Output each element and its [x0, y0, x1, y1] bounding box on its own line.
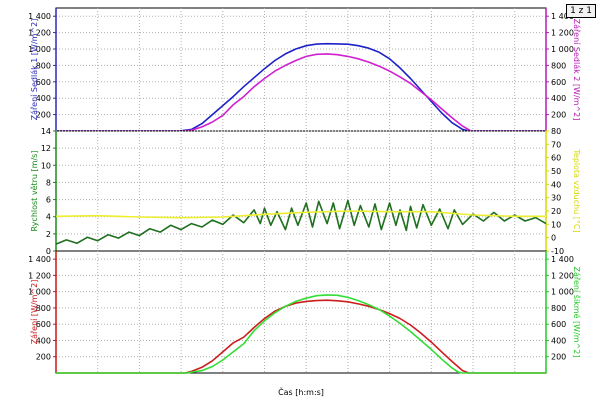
right-tick-label: 800: [551, 304, 566, 313]
left-tick-label: 12: [41, 144, 51, 153]
left-tick-label: 600: [36, 78, 51, 87]
left-tick-label: 1 200: [28, 29, 51, 38]
left-axis-title: Záření [W/m^2]: [30, 280, 39, 345]
right-tick-label: 60: [551, 154, 561, 163]
right-tick-label: -10: [551, 247, 564, 256]
right-tick-label: 1 400: [551, 12, 574, 21]
right-tick-label: 10: [551, 220, 561, 229]
right-axis-title: Teplota vzduchu [°C]: [572, 148, 581, 232]
left-tick-label: 1 400: [28, 255, 51, 264]
right-tick-label: 1 000: [551, 45, 574, 54]
left-tick-label: 1 000: [28, 288, 51, 297]
right-tick-label: 1 000: [551, 288, 574, 297]
left-tick-label: 1 200: [28, 271, 51, 280]
left-tick-label: 4: [46, 213, 51, 222]
series-line-1-1: [56, 42, 546, 132]
series-line-1-2: [56, 53, 546, 132]
right-tick-label: 30: [551, 194, 561, 203]
series-line-3-1: [56, 299, 546, 374]
page-indicator-badge: 1 z 1: [566, 4, 596, 18]
right-tick-label: 1 400: [551, 255, 574, 264]
right-tick-label: 600: [551, 78, 566, 87]
left-axis-title: Rychlost větru [m/s]: [30, 151, 39, 232]
right-tick-label: 400: [551, 336, 566, 345]
right-axis-title: Záření Sedlák 2 [W/m^2]: [572, 19, 581, 121]
left-tick-label: 600: [36, 320, 51, 329]
right-tick-label: 0: [551, 234, 556, 243]
left-tick-label: 1 000: [28, 45, 51, 54]
left-axis-title: Záření Sedlák 1 [W/m^2]: [30, 19, 39, 121]
right-tick-label: 600: [551, 320, 566, 329]
left-tick-label: 200: [36, 111, 51, 120]
left-tick-label: 800: [36, 61, 51, 70]
right-tick-label: 200: [551, 353, 566, 362]
series-line-2-2: [55, 210, 546, 219]
left-tick-label: 6: [46, 196, 51, 205]
left-tick-label: 10: [41, 161, 51, 170]
series-line-3-2: [56, 294, 546, 374]
plot-area-panel-3: [55, 250, 547, 374]
left-tick-label: 2: [46, 230, 51, 239]
left-tick-label: 8: [46, 178, 51, 187]
x-axis-title: Čas [h:m:s]: [278, 386, 324, 397]
right-tick-label: 1 200: [551, 29, 574, 38]
left-tick-label: 400: [36, 94, 51, 103]
series-line-2-1: [55, 199, 547, 245]
right-tick-label: 40: [551, 180, 561, 189]
left-tick-label: 0: [46, 247, 51, 256]
right-tick-label: 400: [551, 94, 566, 103]
left-tick-label: 14: [41, 127, 51, 136]
left-tick-label: 200: [36, 353, 51, 362]
right-tick-label: 800: [551, 61, 566, 70]
right-tick-label: 200: [551, 111, 566, 120]
right-tick-label: 50: [551, 167, 561, 176]
right-tick-label: 70: [551, 140, 561, 149]
left-tick-label: 800: [36, 304, 51, 313]
left-tick-label: 1 400: [28, 12, 51, 21]
right-tick-label: 80: [551, 127, 561, 136]
right-tick-label: 20: [551, 207, 561, 216]
plot-area-panel-1: [55, 7, 547, 132]
right-axis-title: Záření šikmé [W/m^2]: [572, 267, 582, 358]
right-tick-label: 1 200: [551, 271, 574, 280]
left-tick-label: 400: [36, 336, 51, 345]
